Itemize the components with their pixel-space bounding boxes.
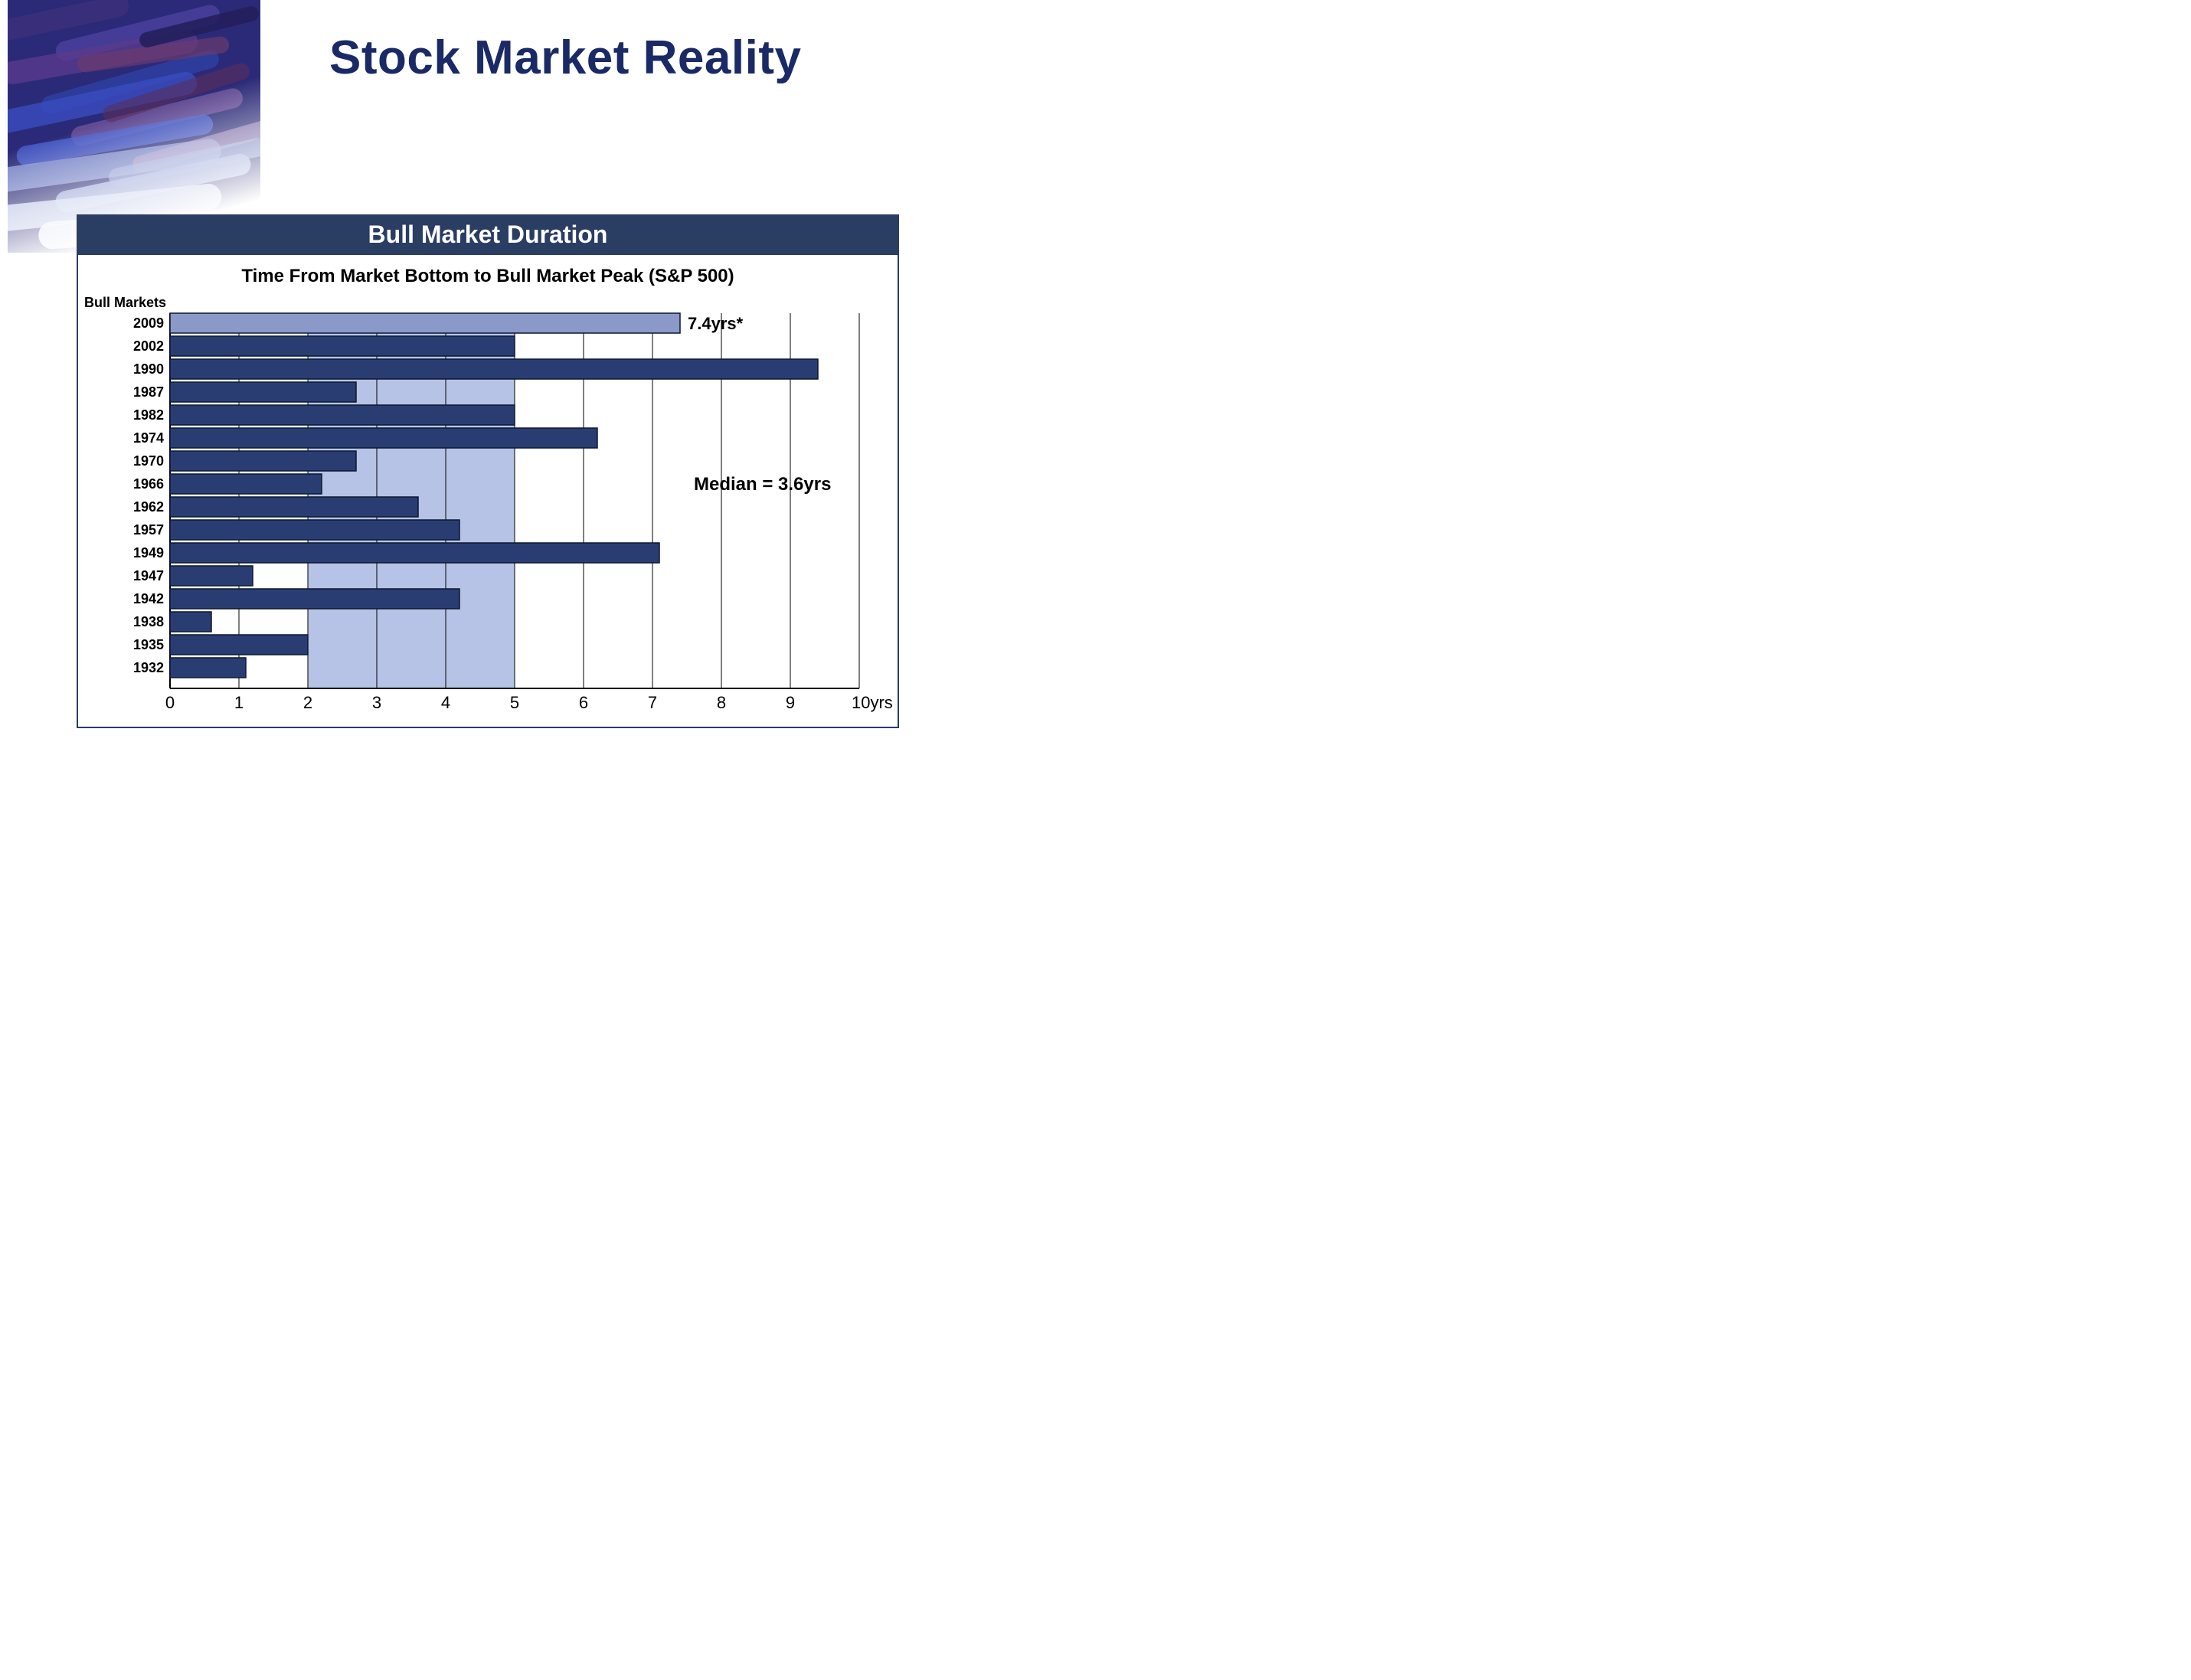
bar-year-label: 1957 xyxy=(78,522,164,538)
page-title: Stock Market Reality xyxy=(329,31,801,85)
bar-annotation: 7.4yrs* xyxy=(688,314,743,334)
bar xyxy=(170,589,459,609)
bar-year-label: 1938 xyxy=(78,614,164,630)
x-tick-label: 10yrs xyxy=(852,693,905,713)
x-tick-label: 0 xyxy=(155,693,185,713)
bar xyxy=(170,543,659,563)
x-tick-label: 5 xyxy=(499,693,530,713)
x-tick-label: 8 xyxy=(706,693,737,713)
bar-year-label: 1942 xyxy=(78,591,164,607)
x-tick-label: 1 xyxy=(224,693,254,713)
bar-year-label: 1949 xyxy=(78,545,164,561)
bar-year-label: 1982 xyxy=(78,407,164,423)
chart-header: Bull Market Duration xyxy=(78,216,898,255)
bar xyxy=(170,336,515,356)
bar xyxy=(170,497,418,517)
chart-svg xyxy=(78,290,890,719)
bar-year-label: 1932 xyxy=(78,660,164,676)
median-label: Median = 3.6yrs xyxy=(694,474,831,495)
x-tick-label: 4 xyxy=(430,693,461,713)
bar xyxy=(170,451,356,471)
bar xyxy=(170,313,680,333)
chart-subtitle: Time From Market Bottom to Bull Market P… xyxy=(78,255,898,290)
bar-year-label: 1990 xyxy=(78,361,164,378)
slide: Stock Market Reality Bull Market Duratio… xyxy=(0,0,950,728)
x-tick-label: 2 xyxy=(293,693,323,713)
x-tick-label: 9 xyxy=(775,693,806,713)
bar xyxy=(170,428,597,448)
bar-year-label: 1962 xyxy=(78,499,164,515)
bar-year-label: 2009 xyxy=(78,315,164,332)
bar xyxy=(170,566,253,586)
bar-year-label: 1947 xyxy=(78,568,164,584)
x-tick-label: 7 xyxy=(637,693,668,713)
bar-year-label: 1987 xyxy=(78,384,164,400)
bar xyxy=(170,635,308,655)
bar-year-label: 1974 xyxy=(78,430,164,446)
bar xyxy=(170,658,246,678)
bar xyxy=(170,474,322,494)
bar-year-label: 1935 xyxy=(78,637,164,653)
bar xyxy=(170,612,211,632)
bar xyxy=(170,520,459,540)
x-tick-label: 3 xyxy=(361,693,392,713)
bar xyxy=(170,359,818,379)
x-tick-label: 6 xyxy=(568,693,599,713)
bar-year-label: 2002 xyxy=(78,338,164,355)
chart-plot-area: Bull Markets Median = 3.6yrs 20097.4yrs*… xyxy=(78,290,898,727)
bar-year-label: 1970 xyxy=(78,453,164,469)
chart-card: Bull Market Duration Time From Market Bo… xyxy=(77,214,899,728)
bar xyxy=(170,405,515,425)
bar-year-label: 1966 xyxy=(78,476,164,492)
bar xyxy=(170,382,356,402)
